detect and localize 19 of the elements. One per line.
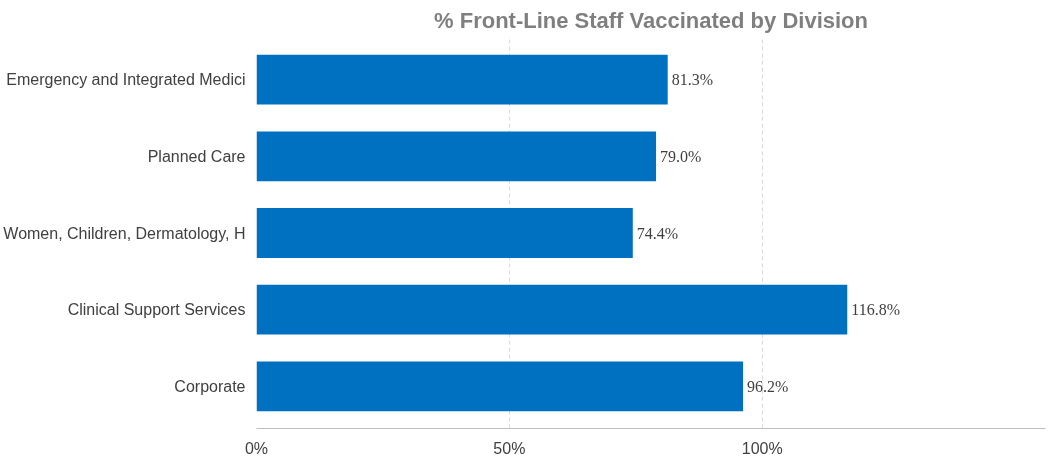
x-tick-label: 50% bbox=[493, 439, 526, 457]
data-label: 81.3% bbox=[671, 71, 714, 89]
y-tick-label: Corporate bbox=[174, 377, 246, 395]
data-label: 96.2% bbox=[747, 377, 789, 395]
data-label: 74.4% bbox=[636, 224, 679, 242]
data-label: 116.8% bbox=[851, 301, 900, 319]
bar bbox=[256, 361, 744, 412]
bar bbox=[256, 284, 848, 335]
x-tick-label: 0% bbox=[244, 439, 269, 457]
bar bbox=[256, 131, 657, 182]
y-tick-label: Clinical Support Services bbox=[67, 301, 246, 319]
y-tick-label: Planned Care bbox=[147, 147, 246, 165]
x-tick-label: 100% bbox=[741, 439, 783, 457]
bar bbox=[256, 54, 668, 105]
data-label: 79.0% bbox=[660, 147, 702, 165]
bar bbox=[256, 208, 633, 258]
y-tick-label: Women, Children, Dermatology, H bbox=[3, 224, 246, 242]
chart-title: % Front-Line Staff Vaccinated by Division bbox=[434, 7, 868, 33]
y-tick-label: Emergency and Integrated Medici bbox=[6, 71, 246, 89]
